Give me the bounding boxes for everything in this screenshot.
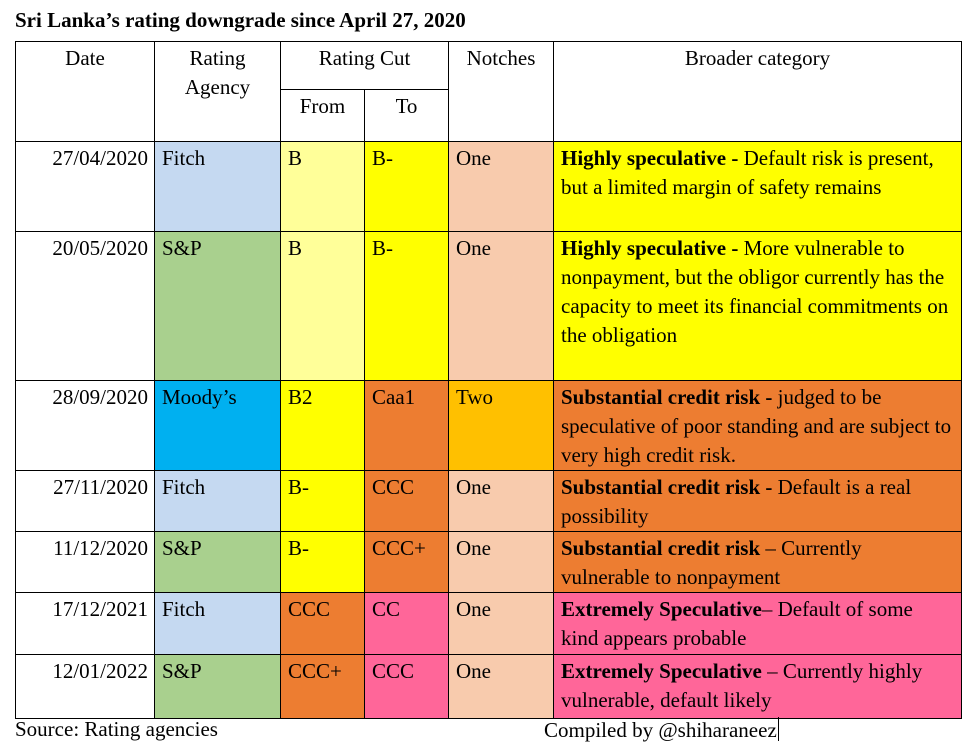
- to-cell: CCC: [364, 470, 449, 532]
- date-cell: 27/11/2020: [15, 470, 155, 532]
- date-cell: 12/01/2022: [15, 654, 155, 719]
- category-description: – Currently highly vulnerable, default l…: [561, 659, 923, 712]
- from-cell: CCC+: [280, 654, 365, 719]
- category-description: Default risk is present, but a limited m…: [561, 146, 934, 199]
- category-description: judged to be speculative of poor standin…: [561, 385, 952, 467]
- to-cell: CCC+: [364, 531, 449, 593]
- to-cell: Caa1: [364, 380, 449, 471]
- category-description: – Default of some kind appears probable: [561, 597, 913, 650]
- from-cell: B: [280, 231, 365, 381]
- date-cell: 27/04/2020: [15, 141, 155, 232]
- category-description: More vulnerable to nonpayment, but the o…: [561, 236, 949, 347]
- table-title: Sri Lanka’s rating downgrade since April…: [15, 8, 466, 32]
- category-cell: Highly speculative - Default risk is pre…: [553, 141, 962, 232]
- category-label: Substantial credit risk -: [561, 475, 773, 499]
- to-cell: CCC: [364, 654, 449, 719]
- category-label: Extremely Speculative: [561, 597, 762, 621]
- source-note: Source: Rating agencies: [15, 717, 218, 741]
- category-label: Highly speculative -: [561, 146, 739, 170]
- from-cell: B-: [280, 470, 365, 532]
- to-cell: B-: [364, 141, 449, 232]
- notches-cell: One: [448, 592, 554, 655]
- category-label: Substantial credit risk: [561, 536, 761, 560]
- from-cell: B-: [280, 531, 365, 593]
- table-row: 27/04/2020 Fitch B B- One Highly speculative …: [15, 141, 962, 232]
- to-cell: CC: [364, 592, 449, 655]
- agency-cell: Fitch: [154, 141, 281, 232]
- category-description: – Currently vulnerable to nonpayment: [561, 536, 862, 589]
- table-row: 17/12/2021 Fitch CCC CC One Extremely Specula…: [15, 592, 962, 655]
- category-label: Substantial credit risk -: [561, 385, 773, 409]
- agency-cell: S&P: [154, 654, 281, 719]
- category-cell: Substantial credit risk - judged to be s…: [553, 380, 962, 471]
- table-row: 27/11/2020 Fitch B- CCC One Substantial credi…: [15, 470, 962, 532]
- from-cell: B2: [280, 380, 365, 471]
- category-cell: Extremely Speculative– Default of some k…: [553, 592, 962, 655]
- category-cell: Extremely Speculative – Currently highly…: [553, 654, 962, 719]
- to-cell: B-: [364, 231, 449, 381]
- category-cell: Substantial credit risk - Default is a r…: [553, 470, 962, 532]
- category-description: Default is a real possibility: [561, 475, 912, 528]
- notches-cell: One: [448, 470, 554, 532]
- from-cell: CCC: [280, 592, 365, 655]
- category-label: Highly speculative -: [561, 236, 739, 260]
- agency-cell: Fitch: [154, 592, 281, 655]
- rating-downgrade-table: Date Rating Agency Rating Cut Notches Bro…: [15, 41, 962, 719]
- date-cell: 28/09/2020: [15, 380, 155, 471]
- date-cell: 17/12/2021: [15, 592, 155, 655]
- notches-cell: One: [448, 531, 554, 593]
- header-date: Date: [15, 41, 155, 142]
- notches-cell: One: [448, 141, 554, 232]
- agency-cell: Fitch: [154, 470, 281, 532]
- text-cursor: [777, 717, 779, 741]
- compiled-by-text: Compiled by @shiharaneez: [544, 718, 777, 742]
- notches-cell: Two: [448, 380, 554, 471]
- header-rating-cut: Rating Cut: [280, 41, 449, 90]
- compiled-by-note: Compiled by @shiharaneez: [544, 717, 779, 743]
- category-cell: Substantial credit risk – Currently vuln…: [553, 531, 962, 593]
- header-to: To: [364, 89, 449, 142]
- header-from: From: [280, 89, 365, 142]
- date-cell: 20/05/2020: [15, 231, 155, 381]
- header-notches: Notches: [448, 41, 554, 142]
- category-cell: Highly speculative - More vulnerable to …: [553, 231, 962, 381]
- agency-cell: Moody’s: [154, 380, 281, 471]
- header-rating-agency: Rating Agency: [154, 41, 281, 142]
- date-cell: 11/12/2020: [15, 531, 155, 593]
- table-row: 12/01/2022 S&P CCC+ CCC One Extremely Specula…: [15, 654, 962, 719]
- table-row: 11/12/2020 S&P B- CCC+ One Substantial credit…: [15, 531, 962, 593]
- header-broader-category: Broader category: [553, 41, 962, 142]
- notches-cell: One: [448, 231, 554, 381]
- agency-cell: S&P: [154, 531, 281, 593]
- notches-cell: One: [448, 654, 554, 719]
- category-label: Extremely Speculative: [561, 659, 762, 683]
- table-row: 20/05/2020 S&P B B- One Highly speculative - …: [15, 231, 962, 381]
- table-row: 28/09/2020 Moody’s B2 Caa1 Two Substantial cr…: [15, 380, 962, 471]
- agency-cell: S&P: [154, 231, 281, 381]
- from-cell: B: [280, 141, 365, 232]
